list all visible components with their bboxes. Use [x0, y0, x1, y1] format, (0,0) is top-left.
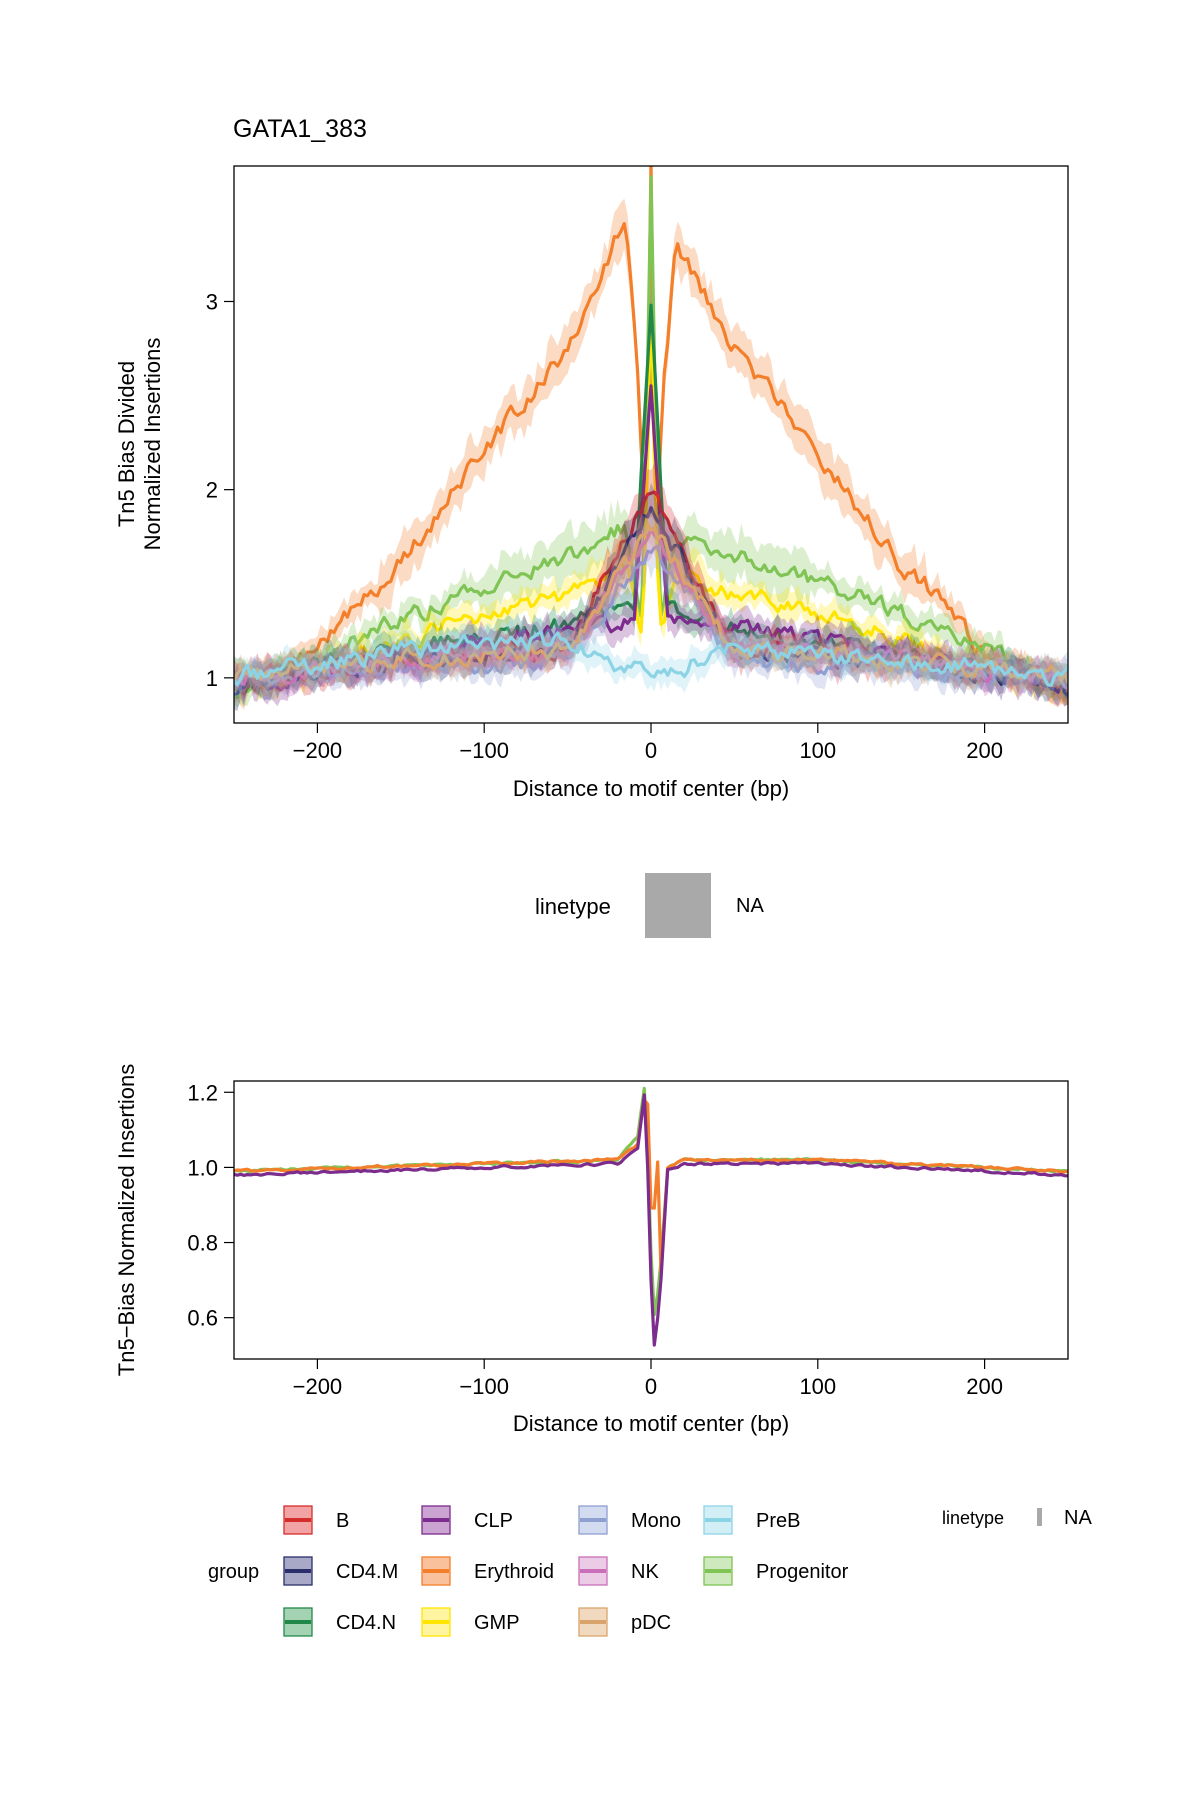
legend-label: GMP	[474, 1612, 520, 1634]
ribbon-preb	[234, 616, 1068, 699]
x-tick-label: −100	[459, 1374, 509, 1399]
legend-item-gmp: GMP	[421, 1607, 520, 1637]
legend-label: Erythroid	[474, 1561, 554, 1583]
top-chart: GATA1_383 −200 −100 0 100 200 1 2 3 Distance t…	[114, 115, 1069, 801]
top-x-axis: −200 −100 0 100 200	[293, 723, 1003, 763]
series-line-erythroid	[234, 166, 1068, 695]
x-tick-label: −100	[459, 738, 509, 763]
top-chart-title: GATA1_383	[233, 115, 367, 143]
top-y-axis-label-line1: Tn5 Bias Divided	[114, 361, 139, 527]
y-tick-label: 0.6	[187, 1306, 218, 1331]
x-tick-label: 100	[799, 738, 836, 763]
legend-label: CLP	[474, 1510, 513, 1532]
bottom-plot-area	[234, 1086, 1068, 1347]
top-y-axis: 1 2 3	[206, 289, 234, 691]
x-tick-label: 0	[645, 1374, 657, 1399]
legend-item-nk: NK	[578, 1556, 659, 1586]
y-tick-label: 0.8	[187, 1231, 218, 1256]
legend-label: Progenitor	[756, 1561, 849, 1583]
bottom-y-axis: 0.6 0.8 1.0 1.2	[187, 1080, 234, 1331]
linetype-legend-key	[1037, 1508, 1042, 1526]
legend-label: PreB	[756, 1510, 800, 1532]
series-line-clp	[234, 1093, 1068, 1347]
legend-item-clp: CLP	[421, 1505, 513, 1535]
legend-item-erythroid: Erythroid	[421, 1556, 554, 1586]
top-legend-label: NA	[736, 895, 764, 917]
top-x-axis-label: Distance to motif center (bp)	[513, 776, 789, 801]
legend-label: Mono	[631, 1510, 681, 1532]
y-tick-label: 2	[206, 478, 218, 503]
bottom-x-axis: −200 −100 0 100 200	[293, 1359, 1003, 1399]
series-line-preb	[234, 630, 1068, 687]
x-tick-label: −200	[293, 738, 343, 763]
legend-label: pDC	[631, 1612, 671, 1634]
top-legend-title: linetype	[535, 894, 611, 919]
ribbon-progenitor	[234, 166, 1068, 708]
group-legend-title: group	[208, 1561, 259, 1583]
top-plot-area	[234, 166, 1068, 711]
bottom-legend: group B CD4.M CD4.N CLP Erythroid GMP Mono NK pD…	[208, 1505, 1092, 1637]
legend-item-mono: Mono	[578, 1505, 681, 1535]
top-linetype-legend: linetype NA	[535, 873, 764, 938]
legend-label: B	[336, 1510, 349, 1532]
group-legend-items: B CD4.M CD4.N CLP Erythroid GMP Mono NK pDC PreB P…	[283, 1505, 849, 1637]
legend-item-cd4-m: CD4.M	[283, 1556, 398, 1586]
x-tick-label: 0	[645, 738, 657, 763]
legend-item-b: B	[283, 1505, 349, 1535]
legend-item-pdc: pDC	[578, 1607, 671, 1637]
x-tick-label: 100	[799, 1374, 836, 1399]
y-tick-label: 1.0	[187, 1155, 218, 1180]
bottom-x-axis-label: Distance to motif center (bp)	[513, 1411, 789, 1436]
bottom-y-axis-label: Tn5−Bias Normalized Insertions	[114, 1064, 139, 1376]
y-tick-label: 3	[206, 289, 218, 314]
legend-label: CD4.N	[336, 1612, 396, 1634]
legend-item-progenitor: Progenitor	[703, 1556, 849, 1586]
top-legend-key	[645, 873, 711, 938]
legend-label: CD4.M	[336, 1561, 398, 1583]
bottom-chart: −200 −100 0 100 200 0.6 0.8 1.0 1.2 Distance to…	[114, 1064, 1069, 1436]
top-y-axis-label-line2: Normalized Insertions	[140, 338, 165, 551]
x-tick-label: −200	[293, 1374, 343, 1399]
y-tick-label: 1.2	[187, 1080, 218, 1105]
legend-label: NK	[631, 1561, 659, 1583]
linetype-legend-label: NA	[1064, 1507, 1092, 1529]
series-line-erythroid	[234, 1098, 1068, 1274]
x-tick-label: 200	[966, 1374, 1003, 1399]
linetype-legend-title: linetype	[942, 1508, 1004, 1528]
legend-item-cd4-n: CD4.N	[283, 1607, 396, 1637]
series-line-progenitor	[234, 175, 1068, 699]
ribbon-pdc	[234, 500, 1068, 696]
x-tick-label: 200	[966, 738, 1003, 763]
y-tick-label: 1	[206, 666, 218, 691]
legend-item-preb: PreB	[703, 1505, 800, 1535]
